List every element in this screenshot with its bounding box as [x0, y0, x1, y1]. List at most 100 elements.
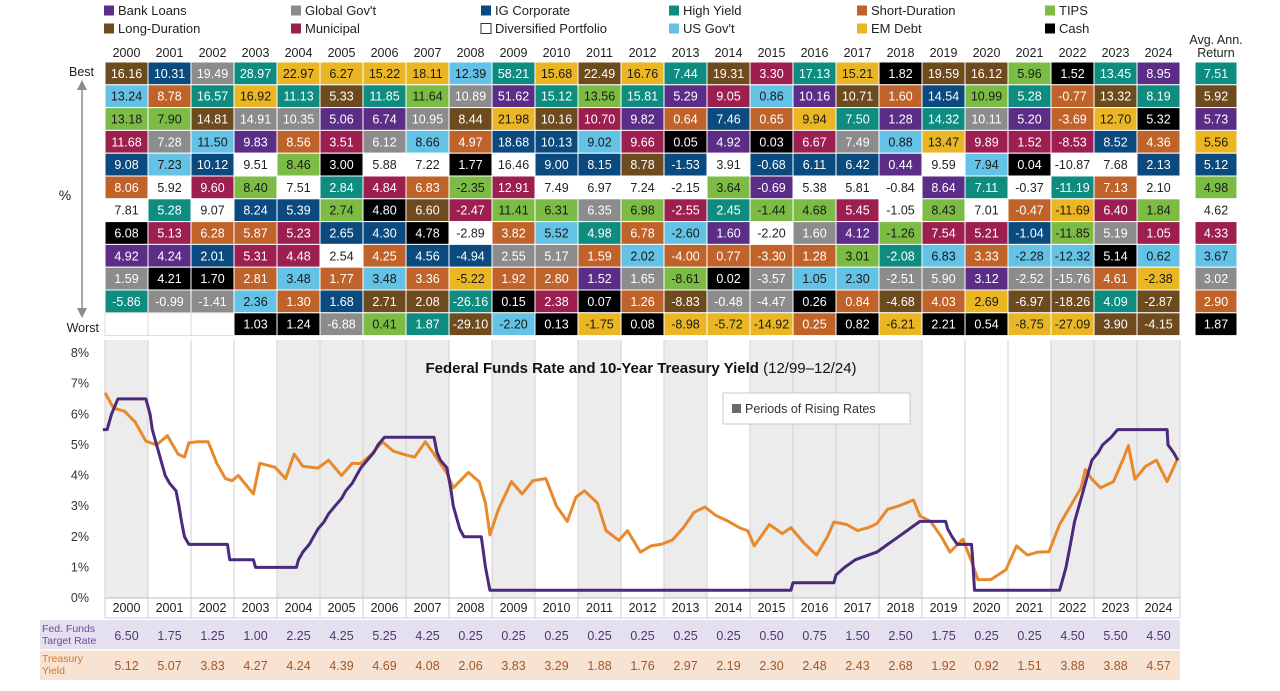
legend-label-municipal: Municipal	[305, 21, 360, 36]
tsy-value-2010: 3.29	[544, 659, 568, 673]
quilt-value: 2.69	[974, 295, 998, 309]
quilt-value: 16.16	[111, 67, 142, 81]
quilt-value: 2.21	[931, 318, 955, 332]
quilt-value: 7.24	[630, 181, 654, 195]
legend-label-us-gov-t: US Gov't	[683, 21, 735, 36]
quilt-value: 2.81	[243, 272, 267, 286]
quilt-value: -11.85	[1055, 227, 1090, 241]
quilt-value: -2.60	[671, 227, 700, 241]
quilt-cell-empty	[190, 312, 235, 336]
quilt-value: 9.08	[114, 158, 138, 172]
tsy-value-2022: 3.88	[1060, 659, 1084, 673]
quilt-value: 6.08	[114, 227, 138, 241]
quilt-value: 0.05	[673, 135, 697, 149]
tsy-value-2011: 1.88	[587, 659, 611, 673]
quilt-value: 7.90	[157, 113, 181, 127]
avg-value: 7.51	[1204, 67, 1228, 81]
quilt-value: 7.13	[1103, 181, 1127, 195]
legend-swatch-cash	[1045, 23, 1055, 34]
year-2007: 2007	[414, 46, 442, 60]
quilt-value: 5.17	[544, 249, 568, 263]
quilt-value: 14.91	[240, 113, 271, 127]
quilt-value: 8.19	[1146, 90, 1170, 104]
quilt-value: 9.02	[587, 135, 611, 149]
quilt-value: 6.60	[415, 204, 439, 218]
rising-rate-band-2009	[492, 340, 535, 598]
quilt-value: 21.98	[498, 113, 529, 127]
quilt-value: 6.40	[1103, 204, 1127, 218]
quilt-value: 0.08	[630, 318, 654, 332]
year-2005: 2005	[328, 46, 356, 60]
quilt-value: 1.03	[243, 318, 267, 332]
year-2023: 2023	[1102, 46, 1130, 60]
quilt-value: 0.13	[544, 318, 568, 332]
tsy-value-2021: 1.51	[1017, 659, 1041, 673]
quilt-value: -2.35	[456, 181, 485, 195]
quilt-value: 1.52	[1060, 67, 1084, 81]
quilt-value: 7.54	[931, 227, 955, 241]
quilt-value: -8.98	[671, 318, 700, 332]
quilt-value: 5.87	[243, 227, 267, 241]
x-tick-2021: 2021	[1016, 601, 1044, 615]
quilt-value: 6.11	[803, 158, 826, 172]
quilt-value: 9.89	[974, 135, 998, 149]
quilt-value: 5.45	[845, 204, 869, 218]
quilt-value: 6.97	[587, 181, 611, 195]
quilt-value: -6.21	[886, 318, 915, 332]
x-tick-2014: 2014	[715, 601, 743, 615]
avg-value: 5.73	[1204, 113, 1228, 127]
tsy-value-2008: 2.06	[458, 659, 482, 673]
quilt-value: 10.13	[541, 135, 572, 149]
quilt-value: 10.89	[455, 90, 486, 104]
legend-label-ig-corporate: IG Corporate	[495, 3, 570, 18]
tsy-value-2016: 2.48	[802, 659, 826, 673]
x-tick-2018: 2018	[887, 601, 915, 615]
quilt-value: 0.07	[587, 295, 611, 309]
legend: Bank Loans Global Gov't IG Corporate High Y…	[104, 3, 1089, 36]
x-tick-2020: 2020	[973, 601, 1001, 615]
year-2021: 2021	[1016, 46, 1044, 60]
fed-row-label-1: Fed. Funds	[42, 623, 95, 635]
legend-swatch-high-yield	[669, 5, 679, 16]
quilt-value: 7.49	[544, 181, 568, 195]
rising-rates-label: Periods of Rising Rates	[745, 402, 876, 416]
quilt-value: -2.20	[499, 318, 528, 332]
x-tick-2007: 2007	[414, 601, 442, 615]
fed-value-2004: 2.25	[286, 629, 310, 643]
chart-title-range: (12/99–12/24)	[759, 360, 857, 377]
legend-label-diversified-portfolio: Diversified Portfolio	[495, 21, 607, 36]
quilt-value: 4.12	[845, 227, 869, 241]
tsy-value-2003: 4.27	[243, 659, 267, 673]
quilt-value: 9.82	[630, 113, 654, 127]
rising-rates-legend: Periods of Rising Rates	[722, 392, 911, 425]
quilt-value: -5.86	[112, 295, 141, 309]
quilt-value: 0.86	[759, 90, 783, 104]
quilt-value: -14.92	[754, 318, 789, 332]
quilt-value: 8.56	[286, 135, 310, 149]
quilt-value: 8.52	[1103, 135, 1127, 149]
tsy-value-2024: 4.57	[1146, 659, 1170, 673]
quilt-value: 3.33	[974, 249, 998, 263]
quilt-value: 19.31	[713, 67, 744, 81]
tsy-row-label-1: Treasury	[42, 653, 84, 665]
quilt-value: 9.66	[630, 135, 654, 149]
quilt-value: 6.78	[630, 227, 654, 241]
year-2014: 2014	[715, 46, 743, 60]
quilt-value: 1.24	[286, 318, 310, 332]
quilt-value: 1.70	[200, 272, 224, 286]
quilt-value: 5.29	[673, 90, 697, 104]
avg-header: Avg. Ann. Return	[1189, 33, 1242, 60]
quilt-value: 10.99	[971, 90, 1002, 104]
quilt-value: 19.49	[197, 67, 228, 81]
quilt-value: 6.27	[329, 67, 353, 81]
quilt-value: 6.28	[200, 227, 224, 241]
fed-value-2013: 0.25	[673, 629, 697, 643]
worst-label: Worst	[67, 321, 100, 335]
quilt-value: 10.95	[412, 113, 443, 127]
quilt-value: -3.69	[1058, 113, 1087, 127]
quilt-value: 13.24	[111, 90, 142, 104]
quilt-value: 6.83	[415, 181, 439, 195]
quilt-value: -4.00	[671, 249, 700, 263]
quilt-value: -27.09	[1055, 318, 1090, 332]
fed-value-2007: 4.25	[415, 629, 439, 643]
